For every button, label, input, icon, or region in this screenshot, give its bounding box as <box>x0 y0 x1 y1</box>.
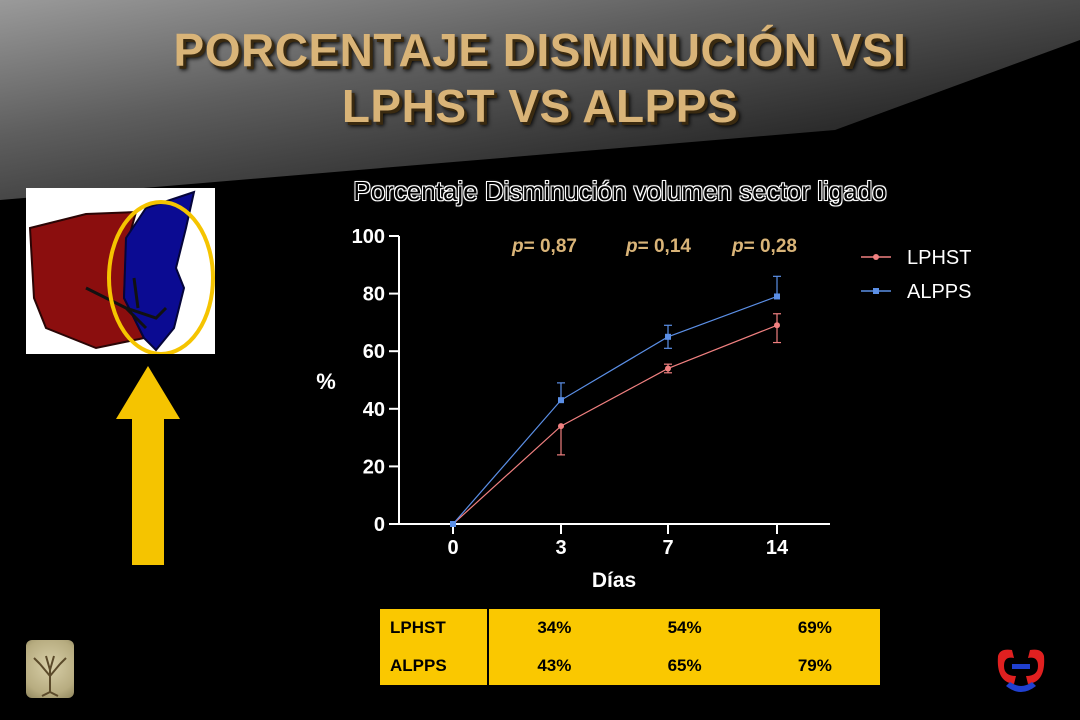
y-tick-label: 80 <box>363 284 385 306</box>
table-row-label: ALPPS <box>380 647 490 685</box>
up-arrow-head-icon <box>116 366 180 419</box>
y-tick-label: 40 <box>363 399 385 421</box>
table-cell: 79% <box>797 656 832 675</box>
table-row: LPHST 34% 54% 69% <box>380 609 880 647</box>
table-cell: 43% <box>537 656 572 675</box>
slide-title: PORCENTAJE DISMINUCIÓN VSI LPHST VS ALPP… <box>0 22 1080 134</box>
summary-table: LPHST 34% 54% 69% ALPPS 43% 65% 79% <box>380 609 880 685</box>
x-tick-label: 3 <box>555 537 566 559</box>
series-line-alpps <box>452 295 778 525</box>
chart-series <box>450 275 781 527</box>
table-cell: 65% <box>667 656 702 675</box>
y-tick-label: 100 <box>352 226 385 248</box>
data-point-lphst <box>665 365 671 372</box>
p-value-annotation: p= 0,28 <box>731 236 797 257</box>
y-tick-label: 20 <box>363 456 385 478</box>
tree-logo-icon <box>26 640 74 698</box>
legend-label: ALPPS <box>907 281 971 303</box>
table-row: ALPPS 43% 65% 79% <box>380 647 880 685</box>
x-tick-label: 14 <box>766 537 789 559</box>
y-tick-label: 60 <box>363 341 385 363</box>
table-row-label: LPHST <box>380 609 490 647</box>
data-point-lphst <box>558 423 564 430</box>
chart-axes: 0 20 40 60 80 100 0 3 7 14 Días% <box>316 226 830 592</box>
title-line-2: LPHST VS ALPPS <box>341 80 739 132</box>
chart-legend: LPHST ALPPS <box>861 247 971 303</box>
data-point-alpps <box>450 521 456 527</box>
x-tick-label: 7 <box>662 537 673 559</box>
y-axis-label: % <box>316 369 336 394</box>
legend-marker <box>873 288 879 294</box>
table-cell: 34% <box>537 618 572 637</box>
chart-title: Porcentaje Disminución volumen sector li… <box>353 176 887 206</box>
data-point-alpps <box>774 293 780 300</box>
liver-illustration <box>26 188 215 356</box>
p-value-annotation: p= 0,14 <box>625 236 691 257</box>
legend-marker <box>873 254 879 260</box>
brand-logo-icon <box>992 646 1050 698</box>
data-point-alpps <box>558 397 564 404</box>
table-cell: 69% <box>797 618 832 637</box>
x-tick-label: 0 <box>447 537 458 559</box>
data-point-lphst <box>774 322 780 329</box>
title-line-1: PORCENTAJE DISMINUCIÓN VSI <box>173 24 907 76</box>
data-point-alpps <box>665 333 671 340</box>
x-axis-label: Días <box>592 569 636 592</box>
p-value-annotation: p= 0,87 <box>511 236 577 257</box>
up-arrow-shaft <box>132 418 164 565</box>
series-line-lphst <box>452 324 778 525</box>
chart-labels: p= 0,87 p= 0,14 p= 0,28 <box>511 236 797 257</box>
y-tick-label: 0 <box>374 514 385 536</box>
legend-label: LPHST <box>907 247 971 269</box>
table-cell: 54% <box>667 618 702 637</box>
